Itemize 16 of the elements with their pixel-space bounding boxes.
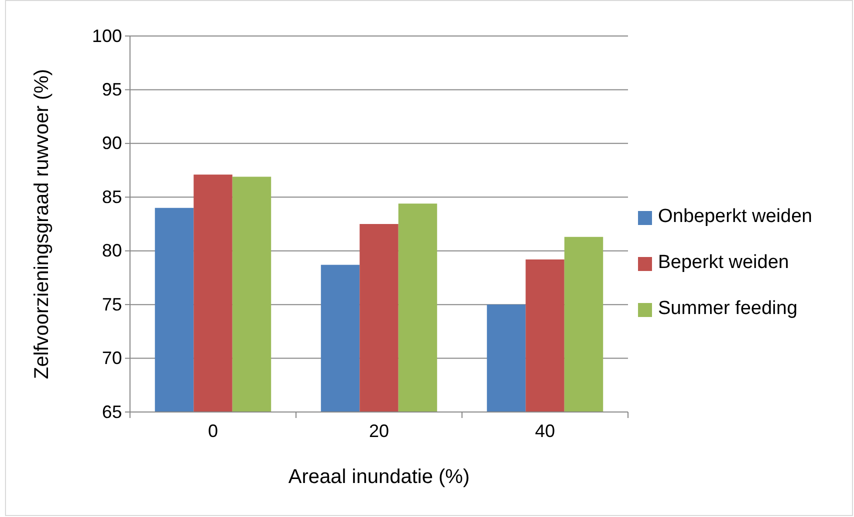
legend-label: Beperkt weiden	[658, 252, 789, 273]
y-tick-label: 95	[102, 79, 122, 100]
x-tick-label: 20	[368, 420, 390, 441]
y-tick-label: 70	[102, 348, 122, 368]
legend-label: Summer feeding	[658, 298, 798, 319]
x-tick-label: 40	[534, 420, 556, 441]
y-tick-label: 85	[102, 186, 122, 207]
y-tick-label: 90	[102, 133, 122, 154]
y-tick-label: 100	[92, 26, 122, 46]
y-tick-label: 80	[102, 240, 122, 261]
x-axis-title: Areaal inundatie (%)	[288, 466, 470, 488]
legend-label: Onbeperkt weiden	[658, 206, 812, 227]
y-tick-label: 65	[102, 402, 122, 422]
x-tick-label: 0	[208, 420, 218, 441]
y-tick-label: 75	[102, 294, 122, 314]
y-axis-title: Zelfvoorzieningsgraad ruwvoer (%)	[31, 68, 53, 380]
